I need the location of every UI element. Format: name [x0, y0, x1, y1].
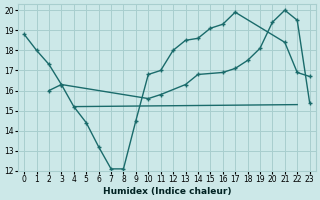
X-axis label: Humidex (Indice chaleur): Humidex (Indice chaleur) — [103, 187, 231, 196]
